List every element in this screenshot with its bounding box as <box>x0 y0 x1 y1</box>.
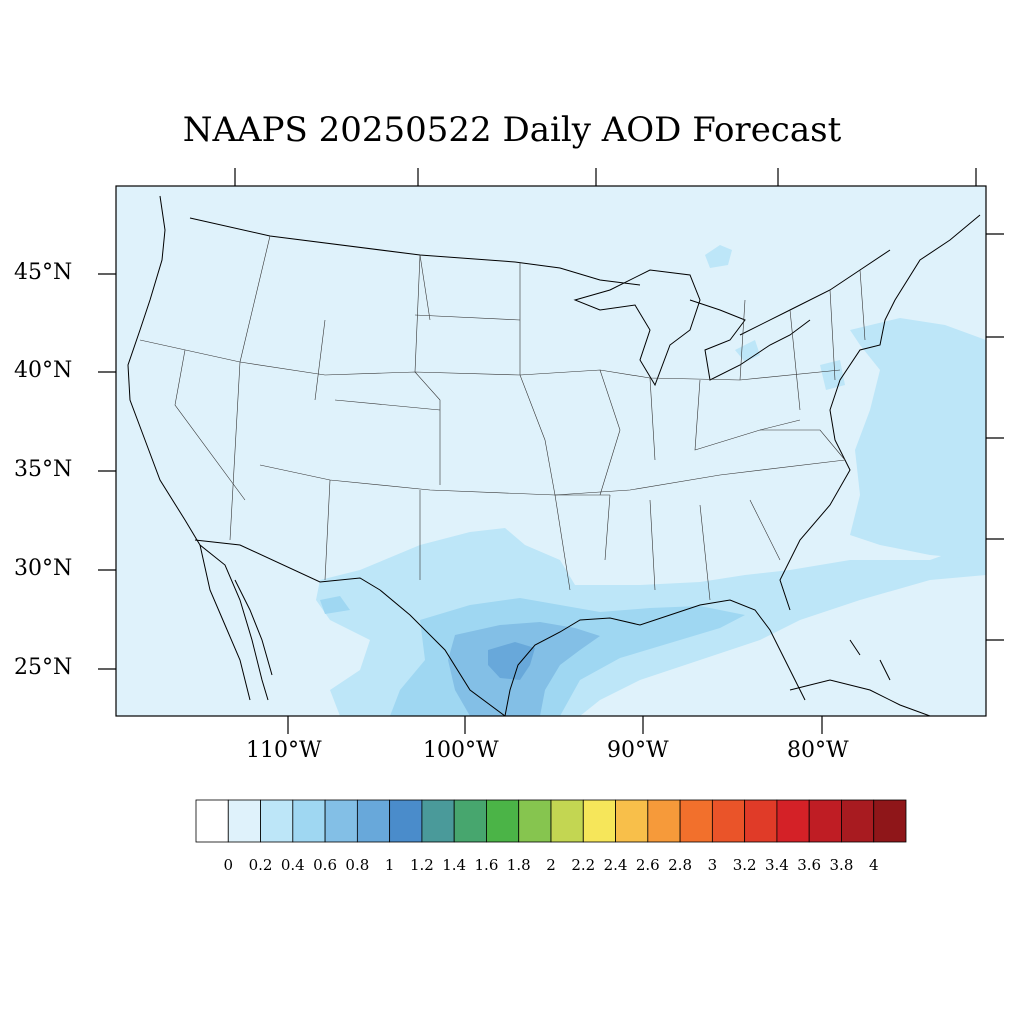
colorbar-tick-label: 1 <box>384 856 395 874</box>
colorbar-swatch <box>841 799 875 843</box>
colorbar-tick-label: 1.4 <box>442 856 467 874</box>
lat-label-45: 45°N <box>14 260 73 285</box>
colorbar-swatch <box>486 799 520 843</box>
atlantic-coastline <box>779 214 981 611</box>
lon-label-80: 80°W <box>787 738 849 763</box>
colorbar-tick-label: 1.2 <box>409 856 434 874</box>
colorbar-tick-label: 2.4 <box>603 856 628 874</box>
colorbar-tick-label: 2 <box>546 856 556 874</box>
aod-contour-0.2-0.4-patch <box>705 245 732 268</box>
colorbar-tick-label: 0.6 <box>313 856 337 874</box>
colorbar-tick-label: 0 <box>223 856 234 874</box>
colorbar-tick-label: 3.6 <box>797 856 822 874</box>
colorbar-swatch <box>421 799 455 843</box>
colorbar-swatch <box>582 799 616 843</box>
axis-ticks <box>98 168 1004 734</box>
colorbar-swatch <box>518 799 552 843</box>
great-lakes-outline <box>573 269 811 387</box>
colorbar-swatch <box>356 799 391 843</box>
map-frame <box>115 185 987 717</box>
colorbar-tick-label: 0.8 <box>345 856 370 874</box>
state-line <box>739 269 866 461</box>
state-boundaries <box>139 235 866 601</box>
colorbar-tick-label: 1.8 <box>506 856 531 874</box>
baja-coastline <box>199 544 273 701</box>
colorbar-swatch <box>744 799 778 843</box>
colorbar-tick-label: 0.4 <box>280 856 305 874</box>
colorbar-swatch <box>776 799 810 843</box>
lon-label-90: 90°W <box>607 738 669 763</box>
coastlines-and-borders <box>127 195 981 716</box>
colorbar-swatch <box>389 799 423 843</box>
colorbar-swatch <box>808 799 842 843</box>
lat-label-25: 25°N <box>14 655 73 680</box>
lon-label-110: 110°W <box>246 738 322 763</box>
figure-title: NAAPS 20250522 Daily AOD Forecast <box>182 110 842 150</box>
colorbar-swatch <box>227 799 261 843</box>
lat-label-40: 40°N <box>14 358 73 383</box>
colorbar-swatch <box>453 799 487 843</box>
colorbar-tick-label: 3.2 <box>732 856 757 874</box>
lon-label-100: 100°W <box>423 738 499 763</box>
colorbar-swatch <box>647 799 681 843</box>
colorbar-swatch <box>679 799 713 843</box>
colorbar <box>195 799 907 843</box>
colorbar-tick-label: 1.6 <box>474 856 499 874</box>
us-mexico-border <box>194 539 506 716</box>
lat-label-35: 35°N <box>14 457 73 482</box>
aod-contour-0.8-1.0 <box>488 642 535 680</box>
colorbar-swatch <box>324 799 358 843</box>
state-line <box>174 235 610 541</box>
caribbean-islands <box>789 639 931 716</box>
colorbar-tick-label: 3.4 <box>764 856 789 874</box>
colorbar-swatch <box>260 799 294 843</box>
aod-field <box>316 245 986 716</box>
colorbar-swatch <box>711 799 746 843</box>
colorbar-tick-label: 3 <box>707 856 718 874</box>
state-line <box>334 254 801 496</box>
pacific-coastline <box>127 195 269 701</box>
colorbar-tick-label: 4 <box>868 856 879 874</box>
colorbar-swatch <box>195 799 229 843</box>
colorbar-swatch <box>550 799 584 843</box>
colorbar-swatch <box>873 799 907 843</box>
colorbar-tick-label: 0.2 <box>248 856 273 874</box>
lat-label-30: 30°N <box>14 556 73 581</box>
aod-contour-0.4-0.6-patch <box>320 596 350 614</box>
colorbar-swatch <box>292 799 326 843</box>
colorbar-swatch <box>615 799 649 843</box>
colorbar-tick-label: 2.6 <box>635 856 660 874</box>
state-line <box>259 459 846 601</box>
aod-contour-0.2-0.4-atlantic <box>850 318 986 560</box>
gulf-coastline <box>504 599 806 716</box>
colorbar-tick-label: 2.2 <box>571 856 596 874</box>
colorbar-tick-label: 3.8 <box>829 856 854 874</box>
colorbar-tick-label: 2.8 <box>668 856 692 874</box>
